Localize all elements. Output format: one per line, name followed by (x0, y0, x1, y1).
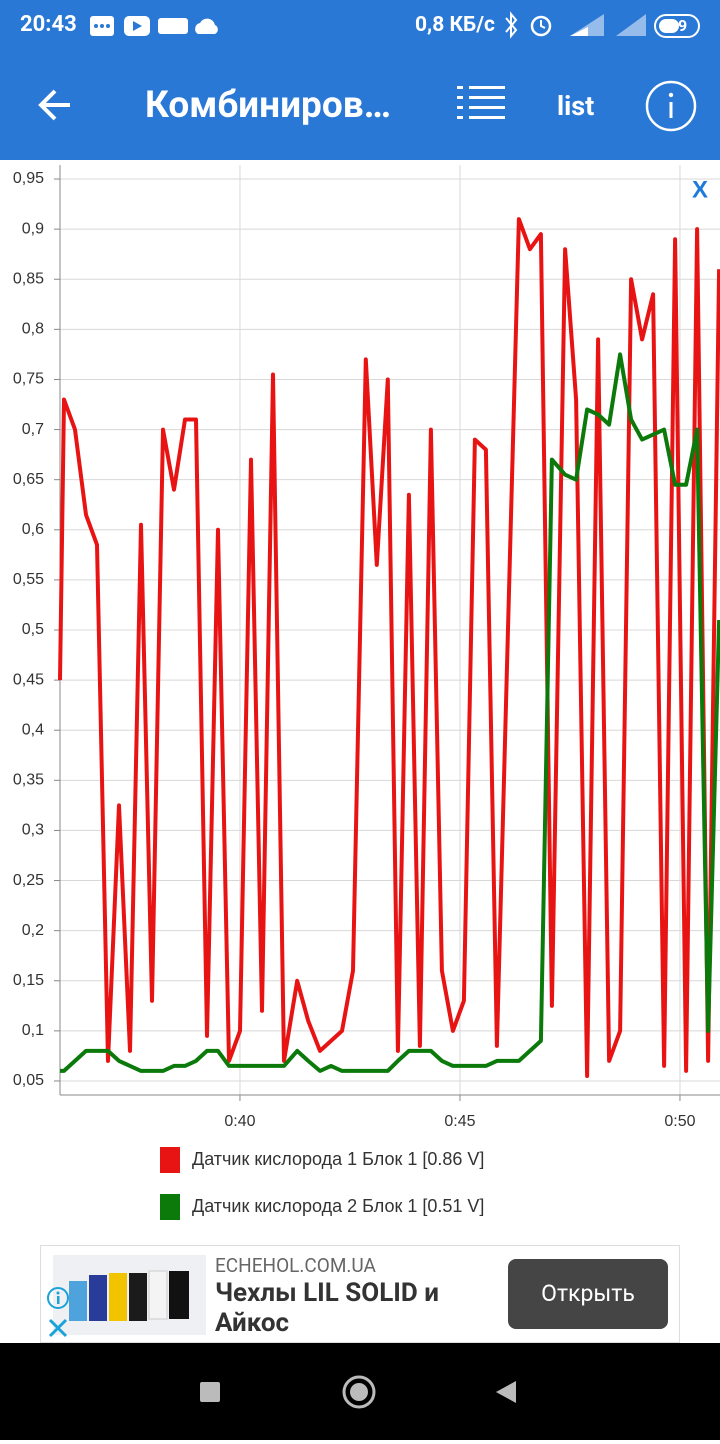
list-icon[interactable] (455, 84, 507, 126)
y-tick-label: 0,6 (22, 521, 44, 538)
legend-swatch (160, 1147, 180, 1173)
series-line (58, 217, 720, 1078)
ad-headline: Чехлы LIL SOLID и Айкос (215, 1278, 439, 1338)
net-speed: 0,8 КБ/с (415, 13, 495, 37)
y-tick-label: 0,8 (22, 321, 44, 338)
home-button[interactable] (342, 1375, 376, 1409)
ad-image (53, 1255, 206, 1335)
series-line (60, 352, 720, 1073)
y-tick-label: 0,3 (22, 822, 44, 839)
list-button[interactable]: list (557, 90, 595, 122)
back-button[interactable] (36, 86, 76, 126)
y-tick-label: 0,75 (13, 371, 44, 388)
screen-title: Комбиниров… (145, 84, 392, 127)
y-tick-label: 0,4 (22, 721, 44, 738)
x-tick-label: 0:45 (444, 1113, 475, 1130)
recents-button[interactable] (200, 1382, 220, 1402)
ad-banner[interactable]: ECHEHOL.COM.UA Чехлы LIL SOLID и Айкос О… (40, 1245, 680, 1343)
ad-button[interactable]: Открыть (508, 1259, 668, 1329)
legend-swatch (160, 1194, 180, 1220)
y-tick-label: 0,7 (22, 421, 44, 438)
legend-label: Датчик кислорода 2 Блок 1 [0.51 V] (192, 1196, 484, 1216)
clock: 20:43 (20, 12, 77, 37)
y-tick-label: 0,65 (13, 471, 44, 488)
y-tick-label: 0,1 (22, 1022, 44, 1039)
x-tick-label: 0:50 (664, 1113, 695, 1130)
nav-bar (0, 1343, 720, 1440)
app-bar: Комбиниров… list (0, 60, 720, 160)
info-button[interactable] (645, 80, 699, 134)
y-tick-label: 0,9 (22, 220, 44, 237)
legend-label: Датчик кислорода 1 Блок 1 [0.86 V] (192, 1149, 484, 1169)
battery-level: 39 (668, 16, 688, 35)
chart-close[interactable]: X (692, 176, 708, 203)
nav-icons (200, 1375, 516, 1409)
y-tick-label: 0,55 (13, 571, 44, 588)
y-tick-label: 0,45 (13, 671, 44, 688)
status-bar: 20:43 0,8 КБ/с 39 (0, 0, 720, 60)
y-tick-label: 0,2 (22, 922, 44, 939)
y-tick-label: 0,25 (13, 872, 44, 889)
y-tick-label: 0,85 (13, 270, 44, 287)
chart: X 0,05 0,1 0,15 0,2 0,25 0,3 0,35 0,4 0,45 0,5 0,5… (13, 165, 720, 1220)
back-nav-button[interactable] (496, 1381, 516, 1403)
y-tick-label: 0,5 (22, 621, 44, 638)
ad-choices[interactable] (45, 1286, 75, 1342)
status-icons (90, 16, 218, 36)
ad-domain: ECHEHOL.COM.UA (215, 1254, 376, 1277)
x-tick-label: 0:40 (224, 1113, 255, 1130)
status-icons-right (505, 11, 700, 39)
y-tick-label: 0,05 (13, 1072, 44, 1089)
y-tick-label: 0,15 (13, 972, 44, 989)
y-tick-label: 0,95 (13, 170, 44, 187)
y-tick-label: 0,35 (13, 772, 44, 789)
